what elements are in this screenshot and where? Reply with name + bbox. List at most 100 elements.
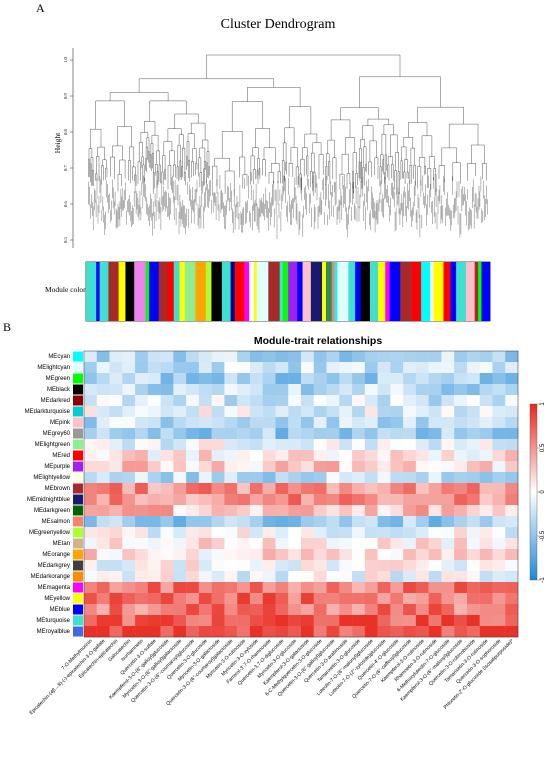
- heatmap-cell: [275, 351, 289, 363]
- heatmap-cell: [173, 362, 187, 374]
- heatmap-cell: [84, 373, 97, 385]
- row-swatch: [73, 527, 83, 538]
- heatmap-cell: [326, 549, 340, 561]
- heatmap-cell: [237, 505, 251, 517]
- row-swatch: [73, 483, 83, 494]
- heatmap-cell: [249, 516, 263, 528]
- heatmap-cell: [186, 373, 200, 385]
- heatmap-cell: [377, 582, 391, 594]
- heatmap-cell: [186, 615, 200, 627]
- heatmap-cell: [339, 417, 353, 429]
- heatmap-cell: [505, 571, 519, 583]
- row-swatch: [73, 494, 83, 505]
- heatmap-cell: [326, 351, 340, 363]
- heatmap-cell: [441, 483, 455, 495]
- heatmap-cell: [275, 505, 289, 517]
- heatmap-cell: [390, 384, 404, 396]
- heatmap-cell: [147, 483, 161, 495]
- heatmap-cell: [109, 384, 123, 396]
- heatmap-cell: [288, 615, 302, 627]
- heatmap-cell: [109, 417, 123, 429]
- heatmap-cell: [377, 428, 391, 440]
- heatmap-cell: [211, 494, 225, 506]
- heatmap-cell: [301, 516, 314, 528]
- heatmap-cell: [377, 384, 391, 396]
- heatmap-cell: [301, 505, 314, 517]
- heatmap-cell: [326, 505, 340, 517]
- heatmap-cell: [403, 351, 417, 363]
- heatmap-cell: [390, 560, 404, 572]
- heatmap-cell: [109, 604, 123, 616]
- y-tick-label: 0.6: [63, 200, 68, 206]
- heatmap-cell: [326, 362, 340, 374]
- heatmap-cell: [301, 384, 314, 396]
- heatmap-cell: [352, 615, 366, 627]
- heatmap-cell: [224, 593, 238, 605]
- heatmap-cell: [339, 516, 353, 528]
- module-color-segment: [456, 262, 467, 321]
- heatmap-cell: [505, 582, 519, 594]
- heatmap-cell: [224, 604, 238, 616]
- heatmap-cell: [288, 439, 302, 451]
- heatmap-cell: [224, 406, 238, 418]
- heatmap-cell: [160, 615, 174, 627]
- heatmap-cell: [122, 571, 136, 583]
- heatmap-cell: [415, 571, 429, 583]
- heatmap-cell: [492, 593, 506, 605]
- row-label: MEblack: [47, 387, 71, 393]
- heatmap-cell: [135, 428, 149, 440]
- heatmap-cell: [211, 549, 225, 561]
- heatmap-cell: [198, 472, 212, 484]
- heatmap-cell: [492, 604, 506, 616]
- heatmap-cell: [84, 384, 97, 396]
- heatmap-cell: [160, 428, 174, 440]
- heatmap-cell: [211, 417, 225, 429]
- heatmap-cell: [237, 373, 251, 385]
- heatmap-cell: [441, 472, 455, 484]
- heatmap-cell: [352, 373, 366, 385]
- heatmap-cell: [224, 582, 238, 594]
- heatmap-cell: [147, 395, 161, 407]
- heatmap-cell: [237, 384, 251, 396]
- heatmap-cell: [301, 450, 314, 462]
- heatmap-cell: [415, 428, 429, 440]
- heatmap-cell: [364, 406, 378, 418]
- heatmap-cell: [160, 560, 174, 572]
- heatmap-cell: [454, 582, 468, 594]
- heatmap-cell: [364, 428, 378, 440]
- row-swatch: [73, 351, 83, 362]
- heatmap-cell: [301, 604, 314, 616]
- module-color-segment: [430, 262, 434, 321]
- heatmap-cell: [122, 351, 136, 363]
- heatmap-cell: [441, 362, 455, 374]
- heatmap-cell: [403, 538, 417, 550]
- heatmap-cell: [313, 406, 327, 418]
- heatmap-cell: [249, 417, 263, 429]
- heatmap-cell: [173, 560, 187, 572]
- heatmap-cell: [160, 406, 174, 418]
- heatmap-cell: [249, 450, 263, 462]
- trait-column-labels: 7-O-MethylmorininEpicatechin-(4β→8)-(-)-…: [29, 638, 516, 716]
- heatmap-cell: [262, 505, 276, 517]
- heatmap-cell: [160, 505, 174, 517]
- heatmap-cell: [313, 505, 327, 517]
- heatmap-cell: [147, 384, 161, 396]
- heatmap-cell: [224, 615, 238, 627]
- heatmap-cell: [198, 516, 212, 528]
- row-swatch: [73, 516, 83, 527]
- heatmap-cell: [288, 593, 302, 605]
- heatmap-cell: [301, 626, 314, 638]
- heatmap-cell: [186, 527, 200, 539]
- heatmap-cell: [454, 472, 468, 484]
- heatmap-cell: [403, 417, 417, 429]
- module-color-segment: [481, 262, 491, 321]
- module-color-segment: [478, 262, 482, 321]
- row-label: MEpink: [50, 420, 71, 426]
- heatmap-cell: [224, 461, 238, 473]
- heatmap-cell: [313, 571, 327, 583]
- heatmap-cell: [96, 461, 110, 473]
- heatmap-cell: [301, 538, 314, 550]
- heatmap-cell: [173, 439, 187, 451]
- heatmap-cell: [198, 494, 212, 506]
- heatmap-cell: [135, 549, 149, 561]
